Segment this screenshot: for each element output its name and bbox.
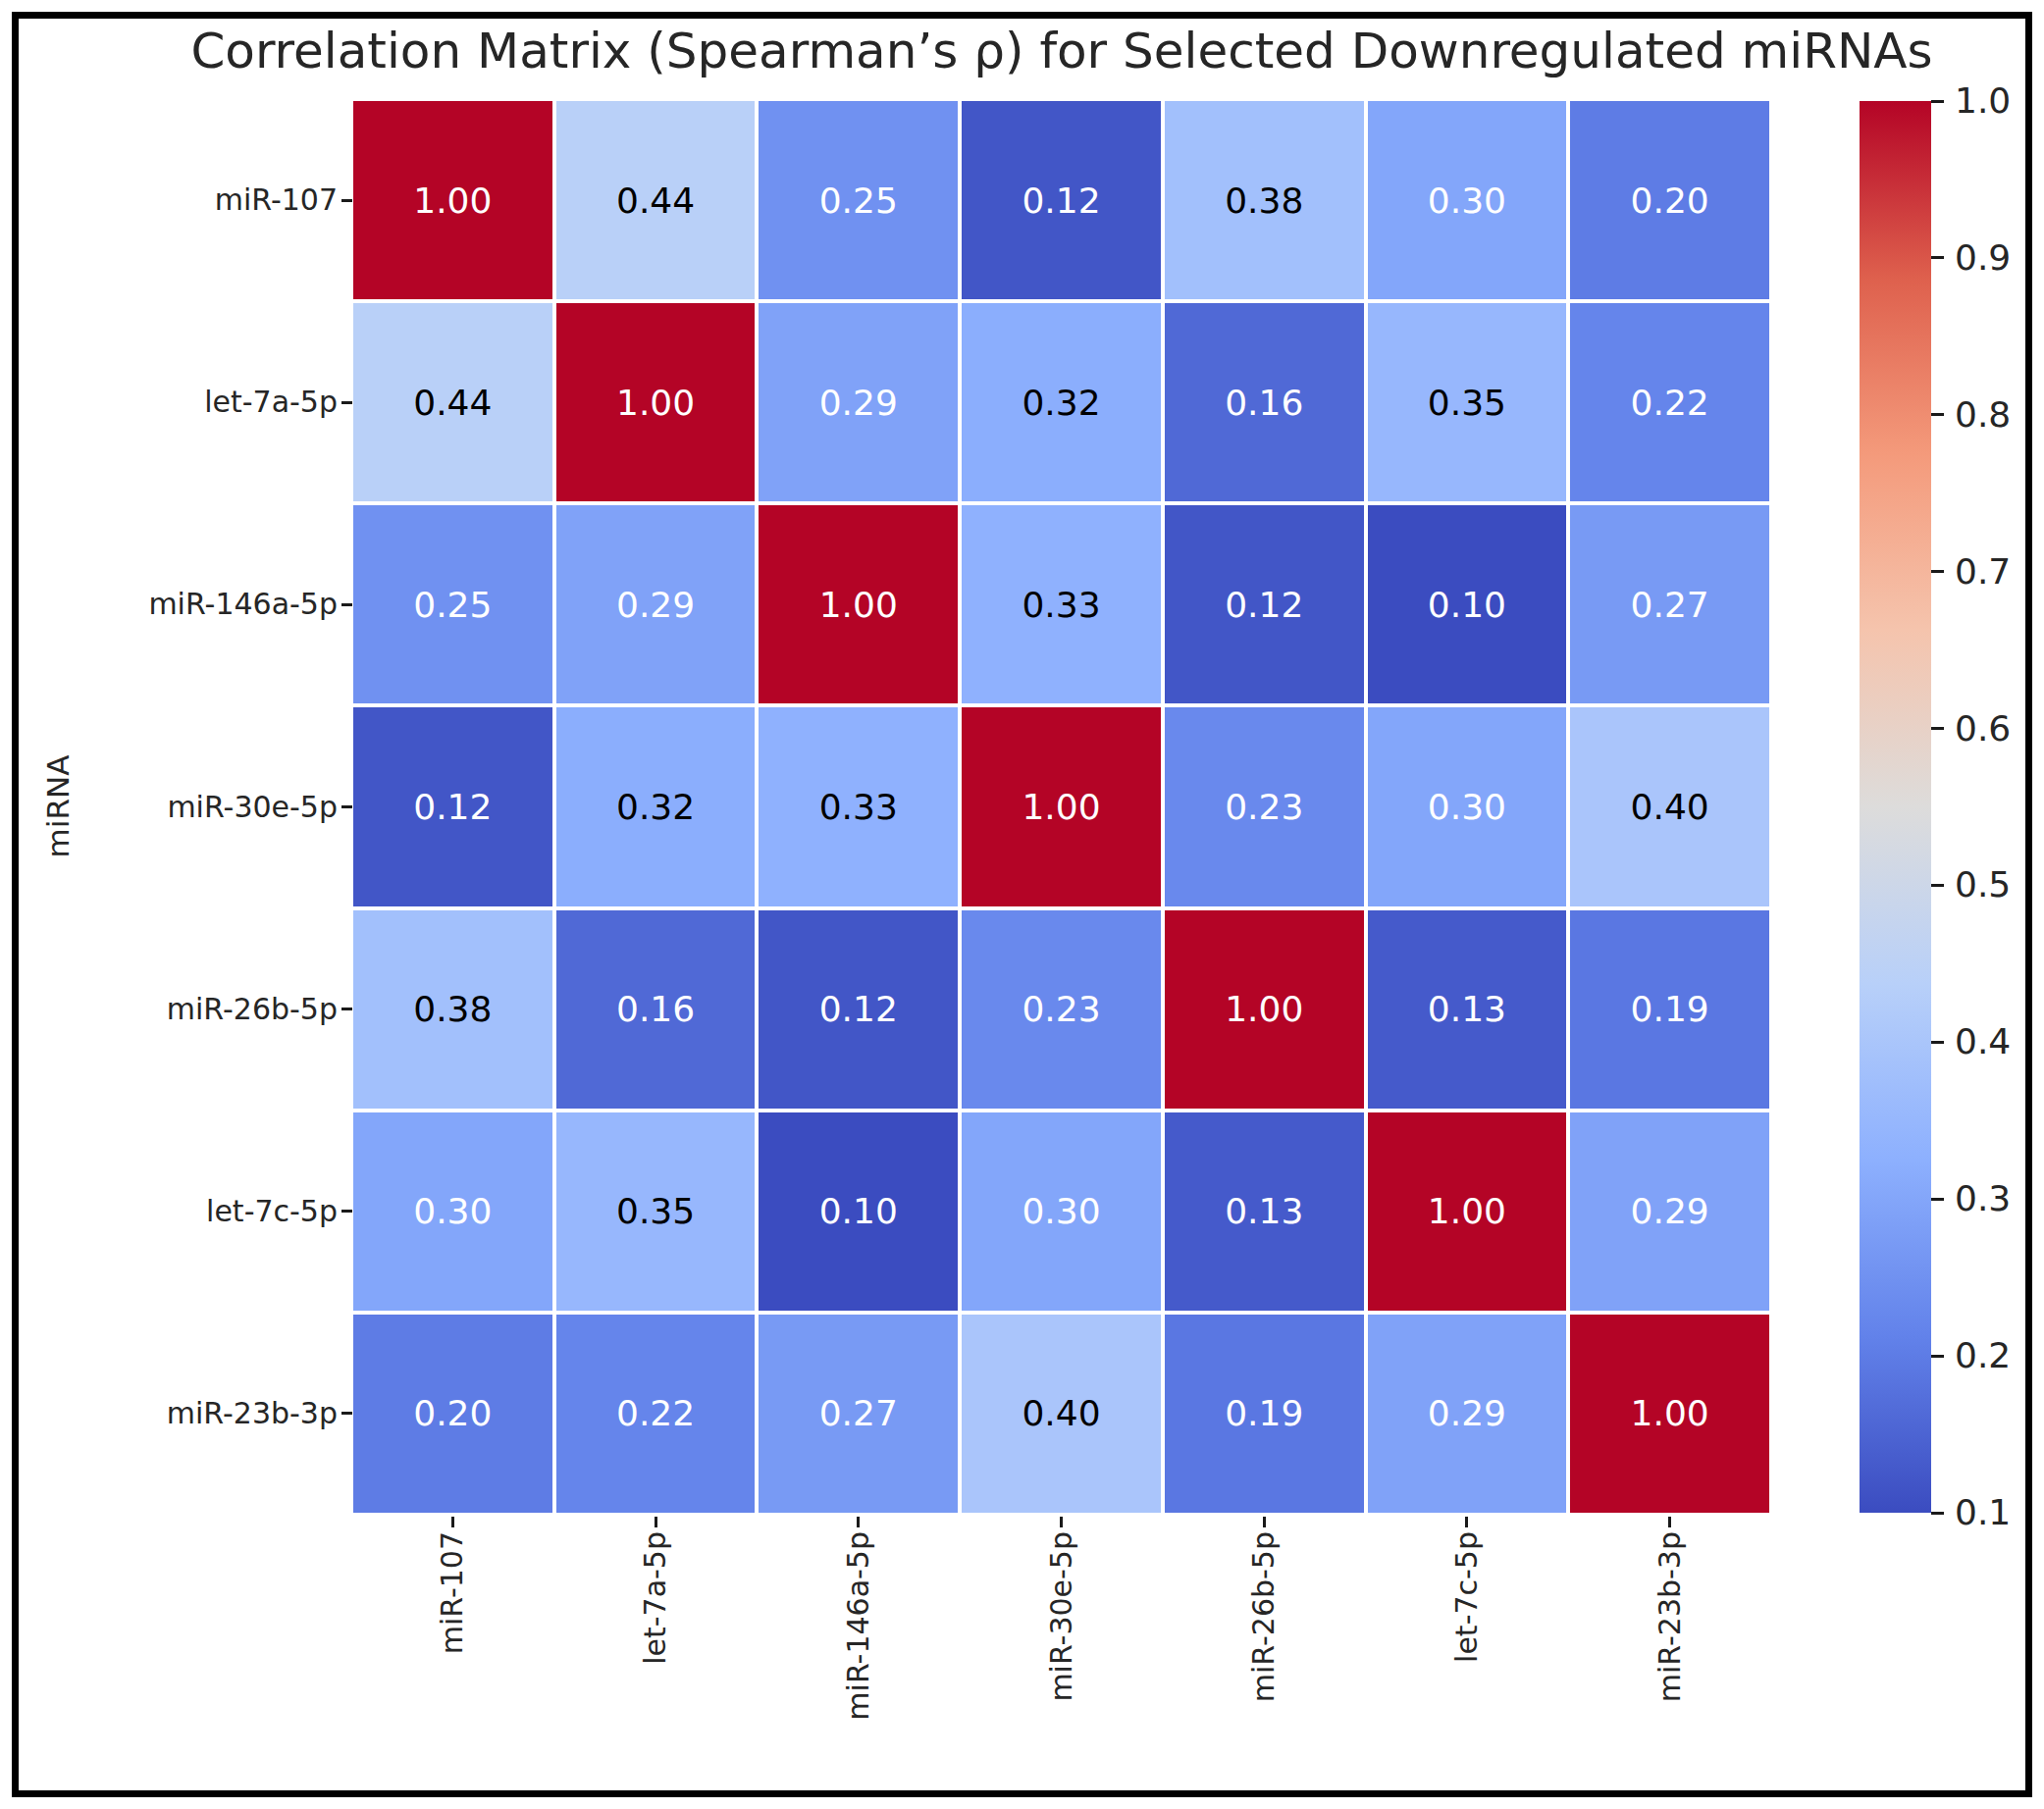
colorbar-tick-label: 0.7	[1955, 553, 2011, 591]
colorbar-tick-label: 0.9	[1955, 239, 2011, 277]
colorbar-tick-mark	[1931, 884, 1944, 887]
colorbar-tick-mark	[1931, 1041, 1944, 1044]
colorbar-tick-mark	[1931, 1355, 1944, 1358]
colorbar-tick-mark	[1931, 1198, 1944, 1201]
colorbar-tick-mark	[1931, 256, 1944, 259]
colorbar-tick-mark	[1931, 413, 1944, 416]
colorbar-tick-mark	[1931, 1512, 1944, 1515]
colorbar-tick-label: 0.3	[1955, 1180, 2011, 1217]
colorbar-tick-mark	[1931, 100, 1944, 103]
colorbar-tick-label: 0.1	[1955, 1494, 2011, 1531]
colorbar: 1.0 0.9 0.8 0.7 0.6 0.5 0.4 0.3 0.2 0.1	[0, 0, 2044, 1809]
colorbar-tick-label: 1.0	[1955, 82, 2011, 120]
colorbar-tick-label: 0.4	[1955, 1023, 2011, 1060]
colorbar-tick-label: 0.5	[1955, 866, 2011, 904]
colorbar-tick-mark	[1931, 727, 1944, 730]
colorbar-gradient	[1860, 101, 1931, 1513]
colorbar-tick-label: 0.8	[1955, 396, 2011, 434]
colorbar-tick-label: 0.2	[1955, 1337, 2011, 1374]
figure: Correlation Matrix (Spearman’s ρ) for Se…	[0, 0, 2044, 1809]
colorbar-tick-label: 0.6	[1955, 710, 2011, 748]
colorbar-tick-mark	[1931, 570, 1944, 573]
